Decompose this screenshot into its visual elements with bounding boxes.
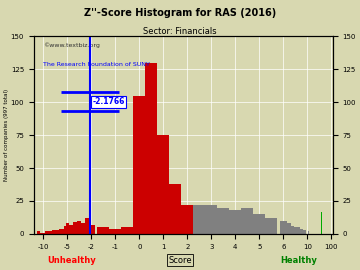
Bar bbox=[265, 218, 277, 234]
Bar bbox=[97, 227, 109, 234]
Bar bbox=[241, 208, 253, 234]
Bar bbox=[145, 63, 157, 234]
Bar bbox=[85, 218, 89, 234]
Bar bbox=[87, 225, 95, 234]
Text: Unhealthy: Unhealthy bbox=[48, 256, 96, 265]
Bar bbox=[253, 214, 265, 234]
Bar bbox=[40, 232, 42, 234]
Text: Z''-Score Histogram for RAS (2016): Z''-Score Histogram for RAS (2016) bbox=[84, 8, 276, 18]
Bar bbox=[47, 231, 49, 234]
Bar bbox=[285, 223, 288, 234]
Bar bbox=[54, 230, 57, 234]
Bar bbox=[229, 210, 241, 234]
Bar bbox=[69, 225, 73, 234]
Bar bbox=[288, 223, 291, 234]
Text: ©www.textbiz.org: ©www.textbiz.org bbox=[43, 42, 100, 48]
Text: -2.1766: -2.1766 bbox=[93, 97, 125, 106]
Bar bbox=[297, 227, 300, 234]
Bar bbox=[66, 223, 69, 234]
Bar bbox=[109, 229, 121, 234]
Text: Sector: Financials: Sector: Financials bbox=[143, 27, 217, 36]
Bar bbox=[61, 229, 64, 234]
Bar bbox=[133, 96, 145, 234]
Bar bbox=[157, 135, 169, 234]
Bar bbox=[205, 205, 217, 234]
Bar bbox=[193, 205, 205, 234]
Bar bbox=[300, 229, 303, 234]
Bar bbox=[217, 208, 229, 234]
Text: Healthy: Healthy bbox=[280, 256, 317, 265]
Bar bbox=[181, 205, 193, 234]
Bar bbox=[57, 230, 59, 234]
Bar bbox=[169, 184, 181, 234]
Bar bbox=[45, 231, 47, 234]
Bar bbox=[59, 229, 61, 234]
Bar bbox=[49, 231, 52, 234]
Bar bbox=[52, 230, 54, 234]
Y-axis label: Number of companies (997 total): Number of companies (997 total) bbox=[4, 89, 9, 181]
Bar bbox=[37, 231, 40, 234]
Bar bbox=[121, 227, 133, 234]
Bar bbox=[280, 221, 287, 234]
Text: Score: Score bbox=[168, 256, 192, 265]
Bar bbox=[42, 232, 45, 234]
Bar bbox=[64, 226, 66, 234]
Bar bbox=[81, 223, 85, 234]
Bar bbox=[73, 222, 77, 234]
Bar bbox=[303, 230, 306, 234]
Bar bbox=[77, 221, 81, 234]
Bar bbox=[294, 227, 297, 234]
Text: The Research Foundation of SUNY: The Research Foundation of SUNY bbox=[43, 62, 150, 67]
Bar bbox=[291, 226, 294, 234]
